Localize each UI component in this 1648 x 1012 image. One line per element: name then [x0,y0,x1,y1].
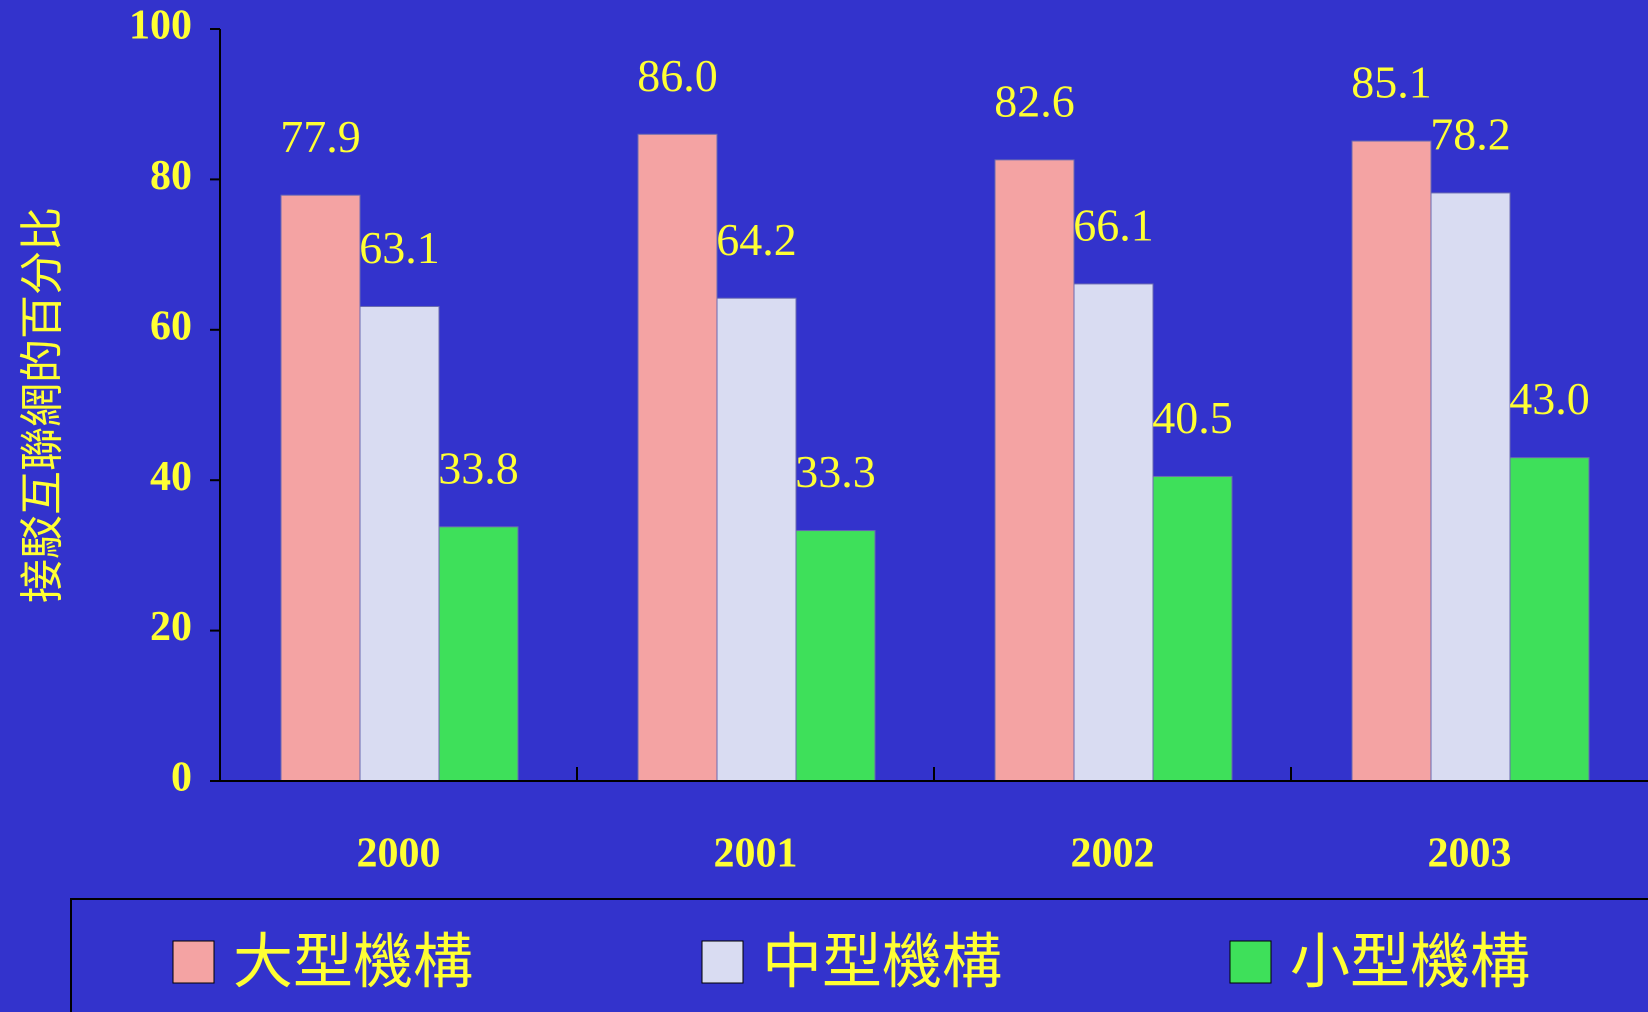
data-label: 33.8 [438,442,519,493]
data-label: 82.6 [994,75,1075,126]
data-label: 63.1 [359,222,440,273]
bar [1509,457,1590,782]
bar [1073,283,1154,782]
y-tick-label: 0 [171,755,192,801]
x-tick-label: 2001 [714,831,798,877]
legend-box [70,898,1648,1012]
y-tick-label: 60 [150,303,192,349]
bar [716,297,797,782]
y-tick-label: 80 [150,153,192,199]
y-axis-label: 接駁互聯網的百分比 [17,207,68,603]
legend-label: 小型機構 [1290,928,1530,998]
data-label: 86.0 [637,50,718,101]
data-label: 64.2 [716,214,797,265]
bar [1152,475,1233,782]
data-label: 66.1 [1073,199,1154,250]
y-tick-label: 20 [150,604,192,650]
data-label: 43.0 [1509,373,1590,424]
x-tick-label: 2003 [1428,831,1512,877]
bar [637,133,718,782]
legend-label: 中型機構 [762,928,1002,998]
x-tick-label: 2002 [1071,831,1155,877]
bar [359,305,440,782]
legend-swatch [1229,940,1272,984]
bar [1351,140,1432,782]
data-label: 40.5 [1152,392,1233,443]
legend-label: 大型機構 [233,928,473,998]
y-tick-label: 40 [150,454,192,500]
data-label: 78.2 [1430,108,1511,159]
bar [795,530,876,782]
data-label: 33.3 [795,446,876,497]
bar [994,159,1075,782]
legend-swatch [172,940,215,984]
legend-swatch [701,940,744,984]
data-label: 77.9 [280,111,361,162]
bar [438,526,519,782]
bar [280,194,361,782]
bar [1430,192,1511,782]
data-label: 85.1 [1351,57,1432,108]
y-tick-label: 100 [129,3,192,49]
x-tick-label: 2000 [357,831,441,877]
